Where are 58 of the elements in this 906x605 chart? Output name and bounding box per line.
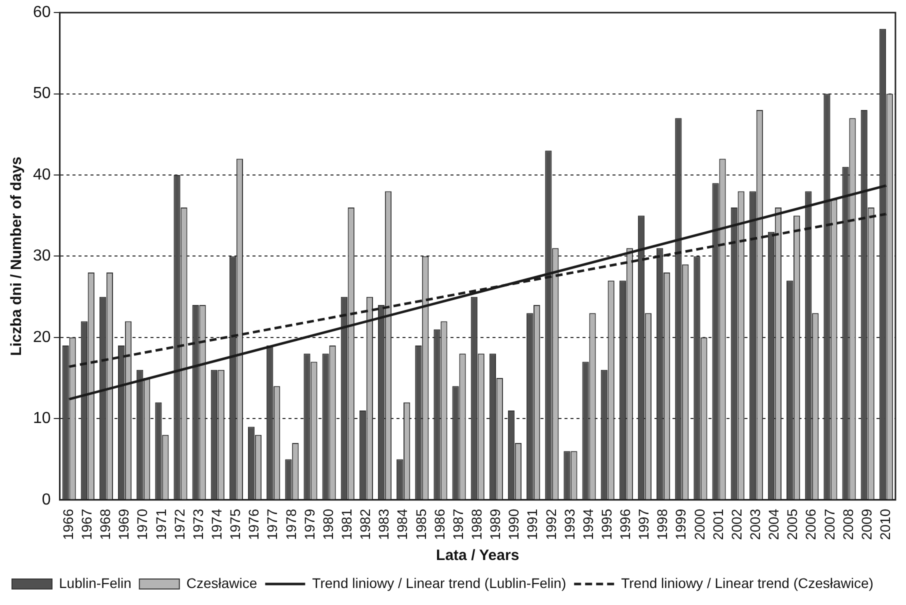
x-tick-label: 1998 [654,508,670,540]
x-tick-label: 1992 [542,508,559,540]
x-tick-label: 1981 [338,508,354,540]
x-tick-label: 2004 [766,508,782,540]
x-tick-label: 2002 [728,508,744,540]
x-tick-label: 2003 [747,508,764,540]
x-tick-label: 1984 [394,508,410,540]
x-tick-label: 1990 [506,508,522,540]
x-tick-label: 1988 [468,508,484,540]
legend-label: Trend liniowy / Linear trend (Czesławice) [621,574,874,591]
x-tick-label: 1974 [208,508,224,540]
x-tick-label: 1989 [487,508,504,540]
x-tick-label: 1993 [561,508,578,540]
x-tick-label: 2006 [802,508,819,540]
x-tick-label: 1980 [320,508,336,540]
y-tick-label: 50 [33,85,51,102]
x-tick-label: 1999 [672,508,689,540]
x-tick-label: 1994 [580,508,596,540]
x-tick-label: 2008 [840,508,856,540]
x-tick-label: 1970 [134,508,150,540]
y-tick-label: 30 [33,248,51,265]
x-tick-label: 1971 [152,508,169,540]
x-tick-label: 2005 [784,508,800,540]
x-tick-label: 1983 [376,508,392,540]
y-tick-label: 20 [33,328,51,346]
x-tick-label: 1996 [617,508,634,540]
x-tick-label: 1976 [246,508,262,540]
x-tick-label: 2009 [858,508,874,540]
x-tick-label: 1969 [116,508,132,540]
y-tick-label: 40 [33,166,51,184]
x-tick-label: 1977 [264,508,280,540]
y-tick-label: 60 [33,4,51,22]
x-tick-label: 1966 [60,508,76,540]
y-tick-label: 0 [42,491,51,508]
x-tick-label: 1991 [524,508,540,540]
x-tick-label: 1986 [431,508,448,540]
x-tick-label: 1982 [357,508,374,540]
x-tick-label: 2010 [877,508,894,540]
x-tick-label: 2007 [821,508,838,540]
x-tick-label: 1968 [97,508,114,540]
x-tick-label: 1975 [227,508,244,540]
x-tick-label: 1997 [636,508,652,540]
legend-label: Trend liniowy / Linear trend (Lublin-Felin) [312,574,566,591]
x-tick-label: 2001 [710,508,726,540]
x-tick-label: 1973 [190,508,206,540]
legend-label: Lublin-Felin [59,574,132,591]
x-tick-label: 1995 [598,508,614,540]
x-tick-label: 1985 [412,508,429,540]
y-axis-title: Liczba dni / Number of days [8,156,26,356]
x-tick-label: 1987 [450,508,466,540]
y-tick-label: 10 [33,410,51,428]
x-tick-label: 2000 [691,508,708,540]
x-tick-label: 1972 [171,508,188,540]
x-tick-label: 1967 [78,508,95,540]
x-axis-title: Lata / Years [436,547,520,564]
legend-label: Czesławice [186,574,258,591]
x-tick-label: 1979 [301,508,318,540]
x-tick-label: 1978 [282,508,299,540]
